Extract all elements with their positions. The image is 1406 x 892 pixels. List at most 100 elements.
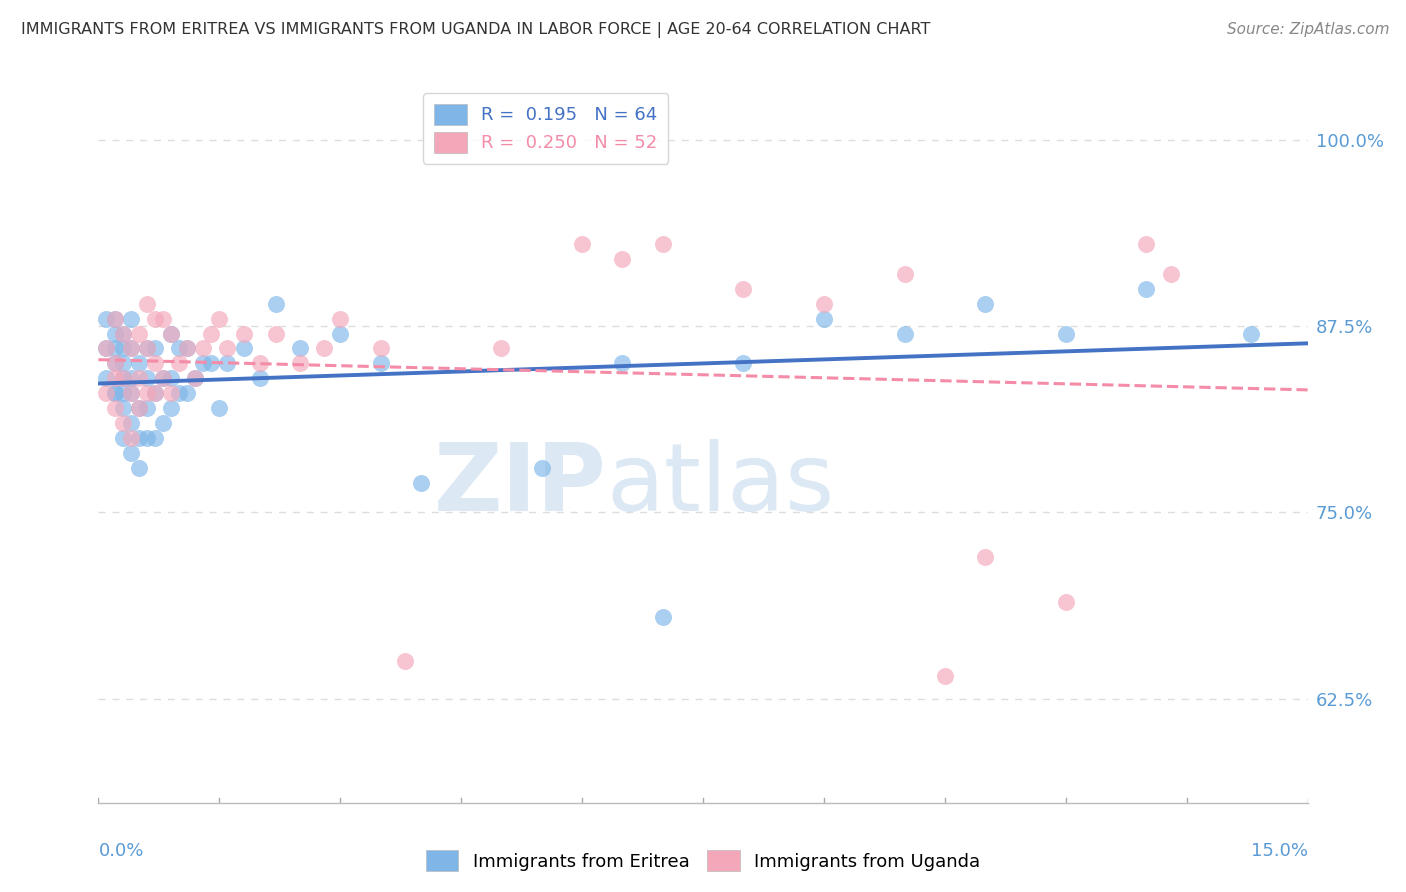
Point	[160, 326, 183, 341]
Text: 0.0%: 0.0%	[98, 842, 143, 860]
Point	[329, 326, 352, 341]
Point	[143, 311, 166, 326]
Point	[1054, 595, 1077, 609]
Point	[200, 356, 222, 370]
Point	[184, 371, 207, 385]
Point	[934, 669, 956, 683]
Point	[111, 386, 134, 401]
Point	[249, 356, 271, 370]
Point	[184, 371, 207, 385]
Point	[135, 342, 157, 356]
Point	[103, 326, 125, 341]
Point	[733, 356, 755, 370]
Point	[893, 326, 915, 341]
Point	[128, 371, 150, 385]
Point	[612, 356, 634, 370]
Point	[200, 326, 222, 341]
Point	[314, 342, 336, 356]
Point	[128, 356, 150, 370]
Point	[176, 342, 198, 356]
Point	[111, 371, 134, 385]
Point	[264, 326, 287, 341]
Point	[160, 386, 183, 401]
Point	[193, 342, 215, 356]
Point	[288, 342, 311, 356]
Legend: Immigrants from Eritrea, Immigrants from Uganda: Immigrants from Eritrea, Immigrants from…	[419, 843, 987, 879]
Point	[143, 431, 166, 445]
Point	[152, 371, 174, 385]
Point	[120, 386, 142, 401]
Point	[120, 311, 142, 326]
Point	[491, 342, 513, 356]
Point	[893, 267, 915, 281]
Point	[167, 342, 190, 356]
Point	[651, 609, 673, 624]
Point	[111, 416, 134, 430]
Point	[128, 460, 150, 475]
Point	[128, 401, 150, 415]
Point	[264, 297, 287, 311]
Point	[143, 386, 166, 401]
Text: IMMIGRANTS FROM ERITREA VS IMMIGRANTS FROM UGANDA IN LABOR FORCE | AGE 20-64 COR: IMMIGRANTS FROM ERITREA VS IMMIGRANTS FR…	[21, 22, 931, 38]
Point	[1240, 326, 1263, 341]
Legend: R =  0.195   N = 64, R =  0.250   N = 52: R = 0.195 N = 64, R = 0.250 N = 52	[423, 93, 668, 163]
Point	[394, 654, 416, 668]
Point	[103, 371, 125, 385]
Point	[208, 311, 231, 326]
Point	[120, 431, 142, 445]
Point	[143, 342, 166, 356]
Point	[974, 549, 997, 564]
Point	[103, 342, 125, 356]
Point	[651, 237, 673, 252]
Point	[103, 401, 125, 415]
Point	[111, 342, 134, 356]
Point	[135, 386, 157, 401]
Point	[152, 311, 174, 326]
Point	[103, 311, 125, 326]
Point	[217, 356, 239, 370]
Point	[232, 326, 254, 341]
Point	[103, 386, 125, 401]
Point	[217, 342, 239, 356]
Point	[1054, 326, 1077, 341]
Point	[160, 326, 183, 341]
Point	[160, 401, 183, 415]
Point	[135, 401, 157, 415]
Point	[111, 356, 134, 370]
Point	[370, 342, 392, 356]
Point	[103, 356, 125, 370]
Point	[1160, 267, 1182, 281]
Point	[120, 446, 142, 460]
Text: Source: ZipAtlas.com: Source: ZipAtlas.com	[1226, 22, 1389, 37]
Point	[120, 342, 142, 356]
Point	[143, 356, 166, 370]
Point	[135, 297, 157, 311]
Point	[120, 416, 142, 430]
Point	[329, 311, 352, 326]
Point	[111, 371, 134, 385]
Point	[370, 356, 392, 370]
Point	[612, 252, 634, 266]
Point	[152, 416, 174, 430]
Text: 15.0%: 15.0%	[1250, 842, 1308, 860]
Point	[111, 326, 134, 341]
Point	[1135, 237, 1157, 252]
Point	[167, 386, 190, 401]
Point	[530, 460, 553, 475]
Point	[409, 475, 432, 490]
Point	[135, 431, 157, 445]
Point	[120, 371, 142, 385]
Point	[96, 371, 118, 385]
Point	[103, 386, 125, 401]
Point	[176, 386, 198, 401]
Point	[143, 386, 166, 401]
Point	[111, 431, 134, 445]
Point	[249, 371, 271, 385]
Point	[152, 371, 174, 385]
Point	[120, 342, 142, 356]
Point	[111, 401, 134, 415]
Point	[1135, 282, 1157, 296]
Point	[232, 342, 254, 356]
Point	[128, 326, 150, 341]
Point	[128, 401, 150, 415]
